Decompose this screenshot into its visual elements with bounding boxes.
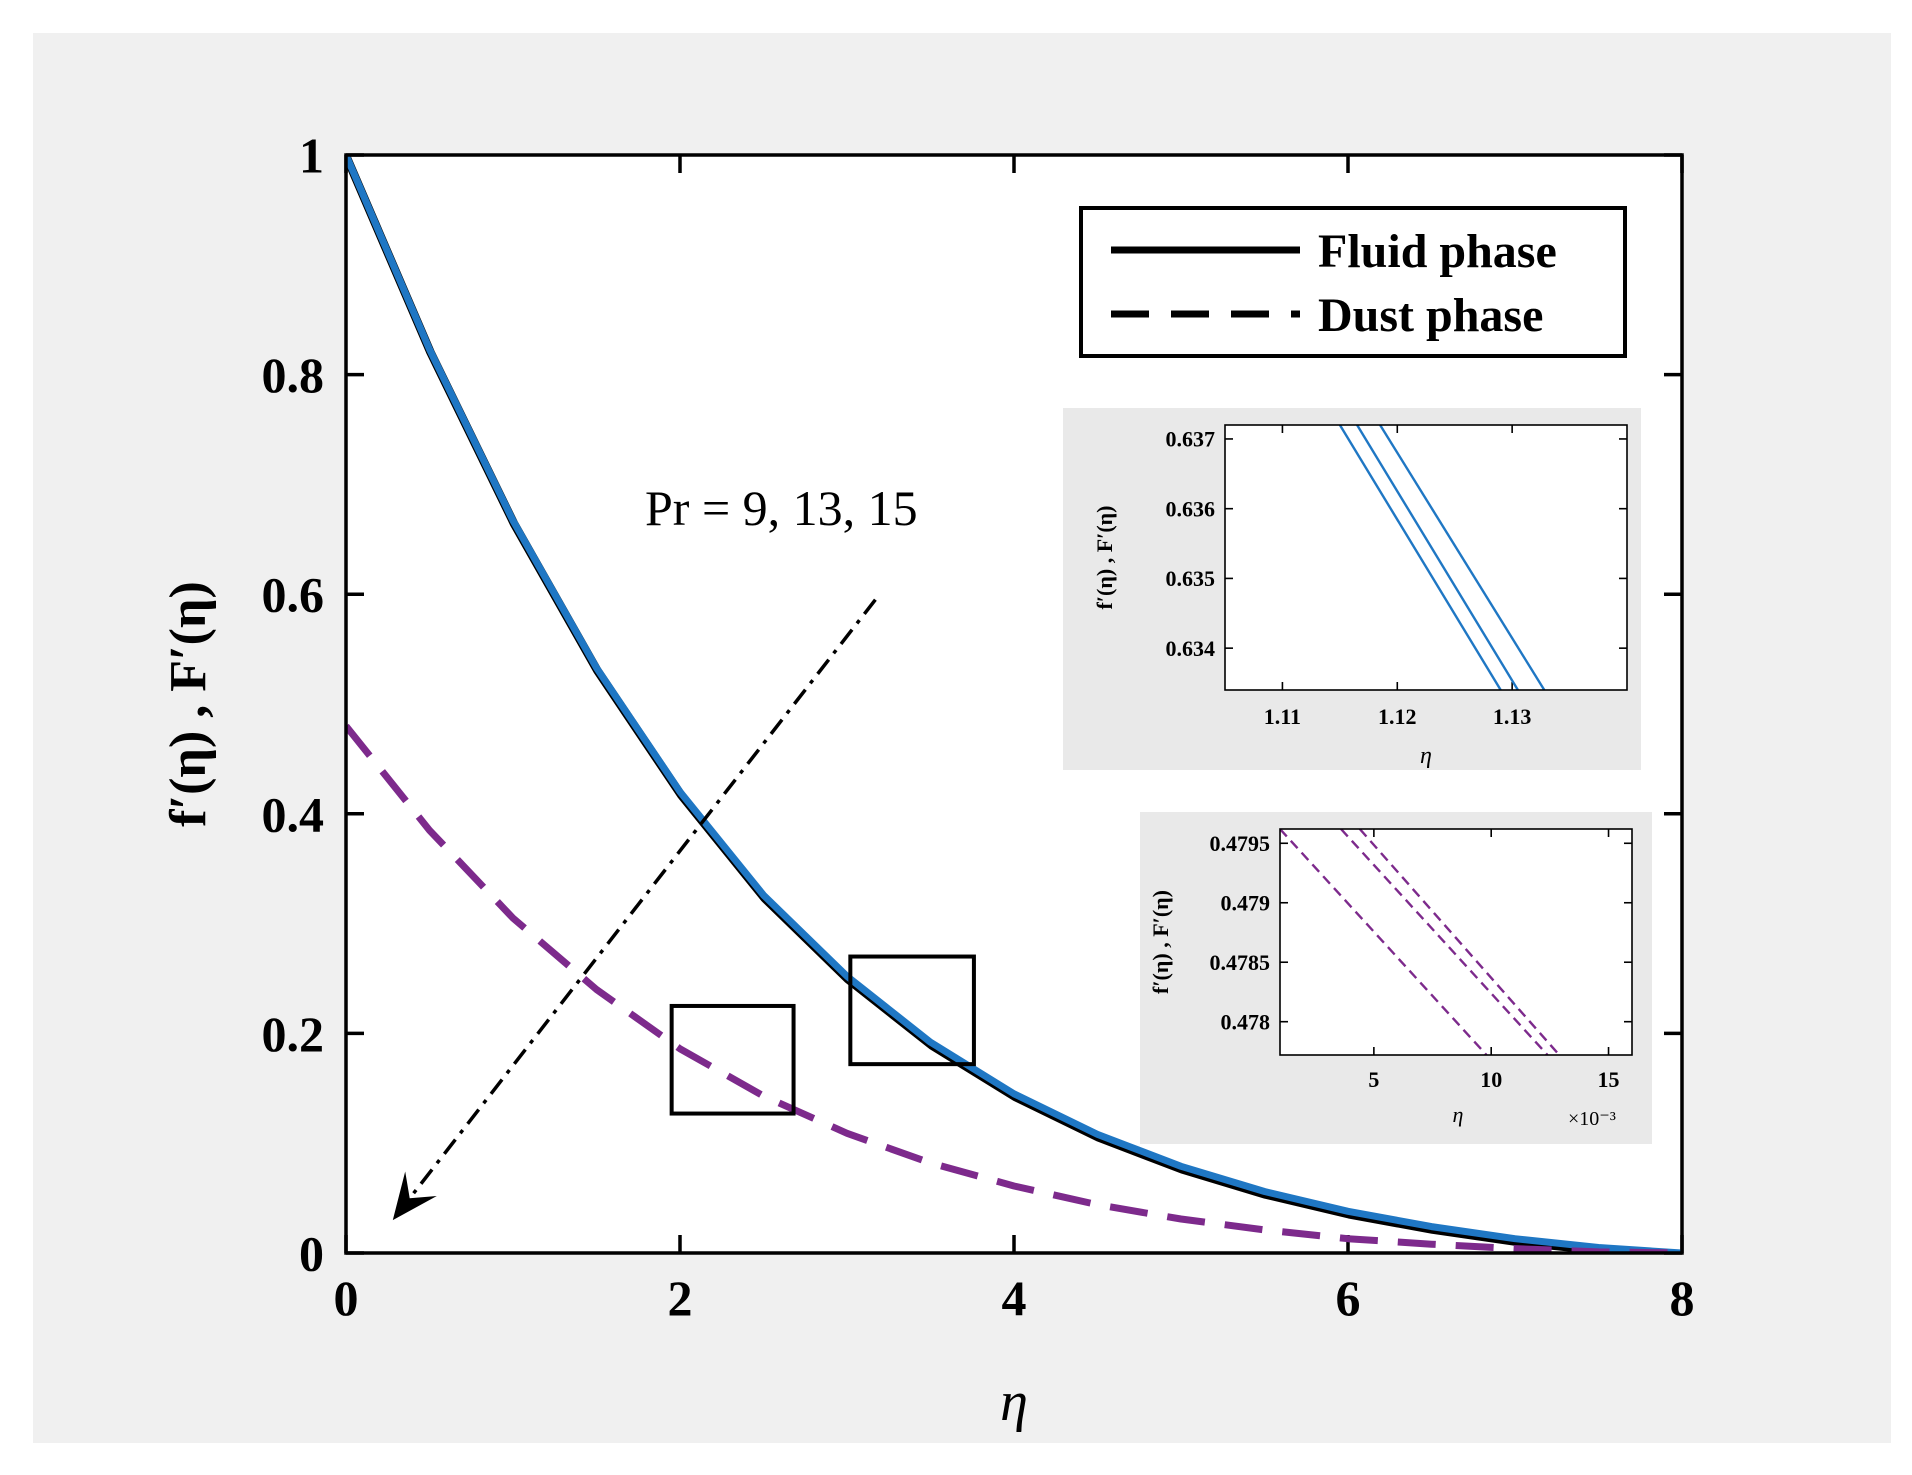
main-ytick-label: 0.8: [262, 347, 325, 403]
inset-fluid-x-axis-label: η: [1420, 743, 1432, 769]
inset-fluid-plot-area: [1225, 425, 1627, 690]
inset-fluid-series-line-solid-0: [1338, 425, 1502, 690]
inset-dust-ytick-label: 0.479: [1221, 890, 1271, 915]
main-series-line-dust: [346, 723, 1682, 1253]
inset-fluid-series-line-solid-2: [1379, 425, 1546, 690]
main-xtick-label: 4: [1002, 1270, 1027, 1326]
main-ytick-label: 0.4: [262, 786, 325, 842]
inset-dust-xtick-label: 5: [1368, 1067, 1379, 1092]
inset-fluid-axes-frame: [1224, 424, 1628, 691]
legend-box: [1079, 206, 1627, 358]
inset-dust-x-axis-label: η: [1453, 1102, 1464, 1127]
main-y-axis-label: f′(η) , F′(η): [160, 581, 217, 827]
main-xtick-label: 0: [334, 1270, 359, 1326]
main-series-group: [346, 155, 1682, 1253]
inset-dust-series-line-dashed-1: [1340, 829, 1549, 1055]
inset-dust-xtick-label: 10: [1480, 1067, 1502, 1092]
inset-fluid-xtick-label: 1.11: [1264, 704, 1301, 729]
inset-dust-series-group: [1280, 829, 1561, 1055]
legend: Fluid phase Dust phase: [1079, 206, 1627, 358]
inset-dust-ytick-label: 0.4795: [1210, 831, 1271, 856]
inset-fluid-series-group: [1338, 425, 1546, 690]
main-xtick-label: 8: [1670, 1270, 1695, 1326]
inset-dust-xtick-label: 15: [1598, 1067, 1620, 1092]
pr-annotation: Pr = 9, 13, 15: [645, 480, 918, 536]
inset-dust-series-line-dashed-2: [1358, 829, 1561, 1055]
inset-fluid-xtick-label: 1.13: [1493, 704, 1532, 729]
inset-fluid-ytick-label: 0.635: [1166, 566, 1216, 591]
main-xtick-label: 2: [668, 1270, 693, 1326]
main-xtick-label: 6: [1336, 1270, 1361, 1326]
inset-fluid-ytick-label: 0.634: [1166, 636, 1216, 661]
inset-fluid-series-line-solid-1: [1356, 425, 1519, 690]
inset-fluid-xtick-label: 1.12: [1378, 704, 1417, 729]
inset-fluid-ytick-label: 0.637: [1166, 427, 1216, 452]
inset-fluid-y-axis-label: f′(η) , F′(η): [1092, 506, 1117, 610]
zoom-box-2: [848, 954, 976, 1067]
inset-dust-ytick-label: 0.478: [1221, 1009, 1271, 1034]
pr-arrow-head: [392, 1171, 437, 1221]
main-x-axis-label: η: [1000, 1371, 1028, 1433]
inset-dust-plot-area: [1280, 829, 1632, 1055]
inset-dust-series-line-dashed-0: [1280, 829, 1488, 1055]
legend-label-solid: Fluid phase: [1318, 225, 1557, 278]
zoom-box-1: [669, 1003, 796, 1116]
main-series-line-fluid: [346, 155, 1682, 1253]
main-ytick-label: 0.6: [262, 567, 325, 623]
inset-fluid-ytick-label: 0.636: [1166, 496, 1216, 521]
inset-dust-x-multiplier: ×10⁻³: [1568, 1108, 1616, 1130]
main-axes-frame: [344, 153, 1684, 1255]
inset-dust-ytick-label: 0.4785: [1210, 950, 1271, 975]
inset-dust-axes-frame: [1279, 828, 1633, 1056]
inset-dust-panel: 5 10 15 0.478 0.4785 0.479 0.4795 η ×10⁻³ f′(η) ,…: [1140, 812, 1652, 1144]
inset-fluid-panel: 1.11 1.12 1.13 0.634 0.635 0.636 0.637 η f′(η) ,…: [1063, 408, 1641, 770]
inset-dust-y-axis-label: f′(η) , F′(η): [1148, 890, 1173, 994]
main-ytick-label: 1: [299, 128, 324, 184]
legend-label-dashed: Dust phase: [1318, 289, 1543, 342]
pr-arrow-line: [391, 598, 877, 1222]
main-ytick-label: 0.2: [262, 1006, 325, 1062]
main-ytick-label: 0: [299, 1226, 324, 1282]
